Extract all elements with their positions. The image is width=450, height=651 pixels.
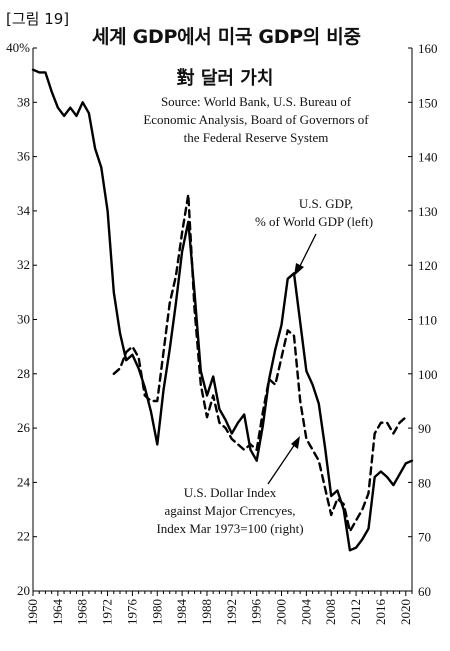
annotation-gdp-line: % of World GDP (left): [255, 214, 373, 229]
y-right-tick-label: 160: [418, 41, 438, 56]
y-right-tick-label: 130: [418, 204, 438, 219]
x-tick-label: 1988: [199, 599, 214, 625]
annotation-gdp-arrow: [298, 233, 317, 269]
x-tick-label: 2008: [323, 599, 338, 625]
chart-subtitle: 對 달러 가치: [176, 68, 274, 89]
annotation-gdp-line: U.S. GDP,: [299, 196, 353, 211]
x-tick-label: 1968: [75, 599, 90, 625]
y-left-tick-label: 32: [17, 257, 30, 272]
x-tick-label: 2004: [298, 599, 313, 626]
x-tick-label: 1976: [124, 599, 139, 626]
annotation-dollar-line: Index Mar 1973=100 (right): [156, 521, 303, 536]
source-note-line: Source: World Bank, U.S. Bureau of: [161, 94, 352, 109]
x-tick-label: 1992: [224, 599, 239, 625]
x-tick-label: 2012: [348, 599, 363, 625]
y-left-tick-label: 24: [17, 474, 31, 489]
figure-label: [그림 19]: [6, 10, 70, 28]
x-tick-label: 1972: [100, 599, 115, 625]
y-right-tick-label: 70: [418, 530, 431, 545]
y-right-tick-label: 140: [418, 150, 438, 165]
y-left-tick-label: 36: [17, 149, 31, 164]
x-tick-label: 1964: [50, 599, 65, 626]
x-tick-label: 1996: [249, 599, 264, 626]
y-right-tick-label: 100: [418, 367, 438, 382]
source-note-line: the Federal Reserve System: [184, 130, 329, 145]
x-tick-label: 1960: [25, 599, 40, 625]
x-tick-label: 2000: [274, 599, 289, 625]
y-right-tick-label: 120: [418, 258, 438, 273]
y-right-tick-label: 150: [418, 95, 438, 110]
x-tick-label: 2016: [373, 599, 388, 626]
annotation-dollar-line: against Major Crrencyes,: [164, 503, 295, 518]
y-left-tick-label: 40%: [6, 40, 30, 55]
annotation-dollar-arrowhead: [291, 436, 300, 449]
y-right-tick-label: 110: [418, 313, 437, 328]
y-right-tick-label: 80: [418, 475, 431, 490]
x-tick-label: 1980: [149, 599, 164, 625]
y-left-tick-label: 30: [17, 312, 30, 327]
y-left-tick-label: 22: [17, 529, 30, 544]
y-right-tick-label: 60: [418, 584, 431, 599]
annotation-dollar-line: U.S. Dollar Index: [184, 485, 277, 500]
source-note-line: Economic Analysis, Board of Governors of: [143, 112, 369, 127]
y-left-tick-label: 38: [17, 94, 30, 109]
y-left-tick-label: 34: [17, 203, 31, 218]
annotation-gdp-arrowhead: [294, 263, 304, 276]
series-line-dollar-index: [112, 193, 407, 533]
y-left-tick-label: 28: [17, 366, 30, 381]
x-tick-label: 1984: [174, 599, 189, 626]
annotation-dollar-arrow: [267, 443, 296, 485]
y-left-tick-label: 26: [17, 420, 31, 435]
y-right-tick-label: 90: [418, 421, 431, 436]
chart-title: 세계 GDP에서 미국 GDP의 비중: [92, 26, 361, 48]
x-tick-label: 2020: [398, 599, 413, 625]
series-line-us-gdp-share: [31, 68, 414, 552]
y-left-tick-label: 20: [17, 583, 30, 598]
